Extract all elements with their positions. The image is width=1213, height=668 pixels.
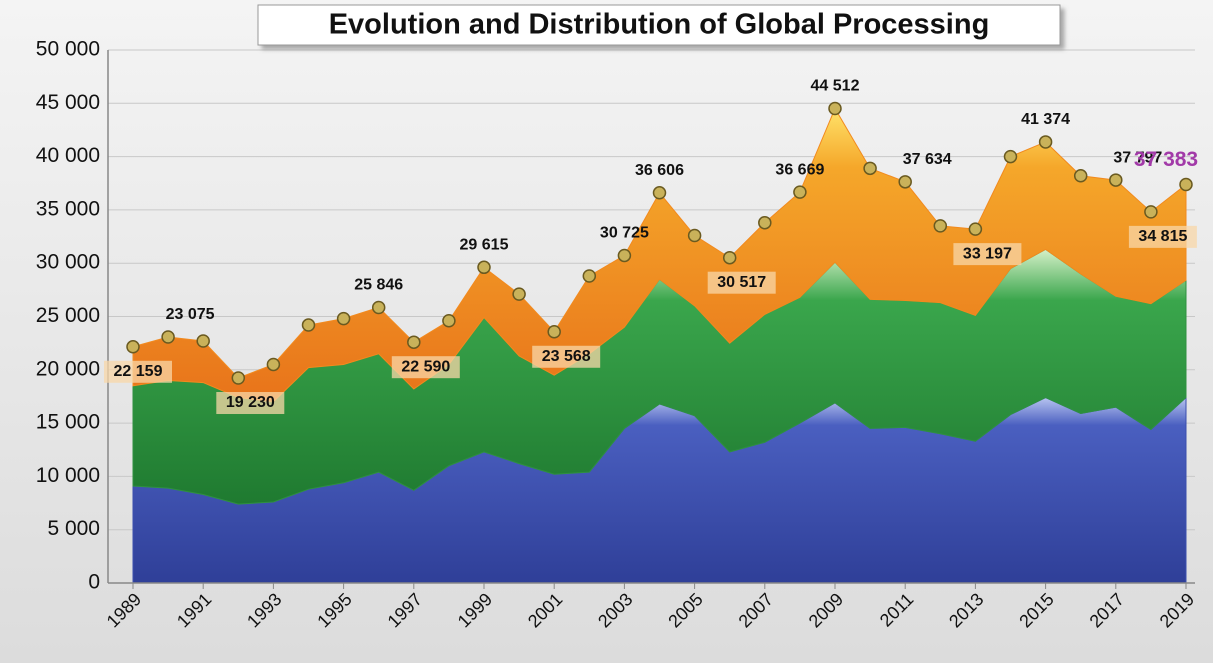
total-marker	[301, 318, 316, 332]
data-label: 36 606	[635, 162, 684, 179]
data-label-box	[953, 243, 1022, 266]
total-marker	[231, 371, 246, 385]
y-tick-label: 45 000	[36, 91, 100, 114]
total-marker	[547, 325, 561, 339]
data-label: 37 797	[1113, 149, 1162, 166]
area	[132, 107, 1187, 403]
data-label-box	[104, 360, 172, 383]
total-marker	[1038, 135, 1053, 149]
y-tick-label: 20 000	[36, 357, 100, 380]
areas	[126, 101, 1193, 584]
data-label: 29 615	[460, 237, 509, 254]
total-marker	[1073, 169, 1088, 183]
total-marker	[371, 300, 386, 315]
data-label-box	[532, 345, 601, 368]
data-label: 30 517	[717, 274, 766, 291]
total-marker	[1003, 149, 1018, 164]
total-marker	[652, 186, 667, 200]
y-tick-label: 15 000	[36, 411, 100, 434]
total-marker	[722, 250, 737, 265]
data-label-box	[1128, 225, 1197, 248]
total-marker	[196, 334, 210, 348]
data-label: 19 230	[226, 394, 275, 411]
y-tick-label: 50 000	[36, 38, 100, 61]
total-marker	[442, 314, 456, 328]
y-tick-label: 35 000	[36, 197, 100, 220]
total-marker	[582, 269, 597, 283]
data-label: 23 568	[542, 348, 591, 365]
data-label: 36 669	[775, 161, 824, 178]
data-label: 41 374	[1021, 111, 1070, 128]
total-marker	[617, 248, 632, 263]
title-box	[257, 4, 1061, 46]
total-marker	[758, 215, 772, 230]
total-marker	[1144, 205, 1158, 219]
y-tick-label: 5 000	[47, 517, 100, 540]
total-marker	[933, 219, 948, 233]
y-tick-label: 0	[88, 571, 100, 594]
data-label: 30 725	[600, 225, 649, 242]
total-marker	[793, 185, 807, 199]
data-label: 34 815	[1138, 228, 1187, 245]
total-marker	[828, 101, 842, 116]
total-marker	[161, 330, 175, 344]
data-label: 44 512	[811, 78, 860, 95]
total-marker	[126, 340, 140, 354]
y-tick-label: 25 000	[36, 304, 100, 327]
data-label: 33 197	[963, 245, 1012, 262]
total-marker	[407, 335, 421, 349]
data-label: 37 634	[903, 151, 952, 168]
data-label: 37 383	[1134, 148, 1198, 171]
total-marker	[336, 311, 351, 326]
data-label-box	[216, 392, 285, 415]
total-marker	[512, 287, 526, 301]
y-tick-label: 40 000	[36, 144, 100, 167]
total-marker	[477, 260, 491, 275]
total-marker	[863, 161, 877, 176]
total-marker	[898, 175, 912, 189]
y-tick-label: 10 000	[36, 464, 100, 487]
data-label: 25 846	[354, 277, 403, 294]
total-marker	[1179, 177, 1193, 192]
data-label: 22 159	[114, 363, 163, 380]
data-label-box	[707, 271, 776, 294]
data-label-box	[391, 356, 460, 379]
data-label: 22 590	[401, 358, 450, 375]
total-marker	[687, 228, 702, 243]
data-label: 23 075	[166, 306, 215, 323]
total-marker	[266, 357, 281, 372]
total-marker	[968, 222, 983, 236]
chart-title: Evolution and Distribution of Global Pro…	[329, 9, 990, 41]
y-tick-label: 30 000	[36, 251, 100, 274]
total-marker	[1109, 173, 1123, 187]
